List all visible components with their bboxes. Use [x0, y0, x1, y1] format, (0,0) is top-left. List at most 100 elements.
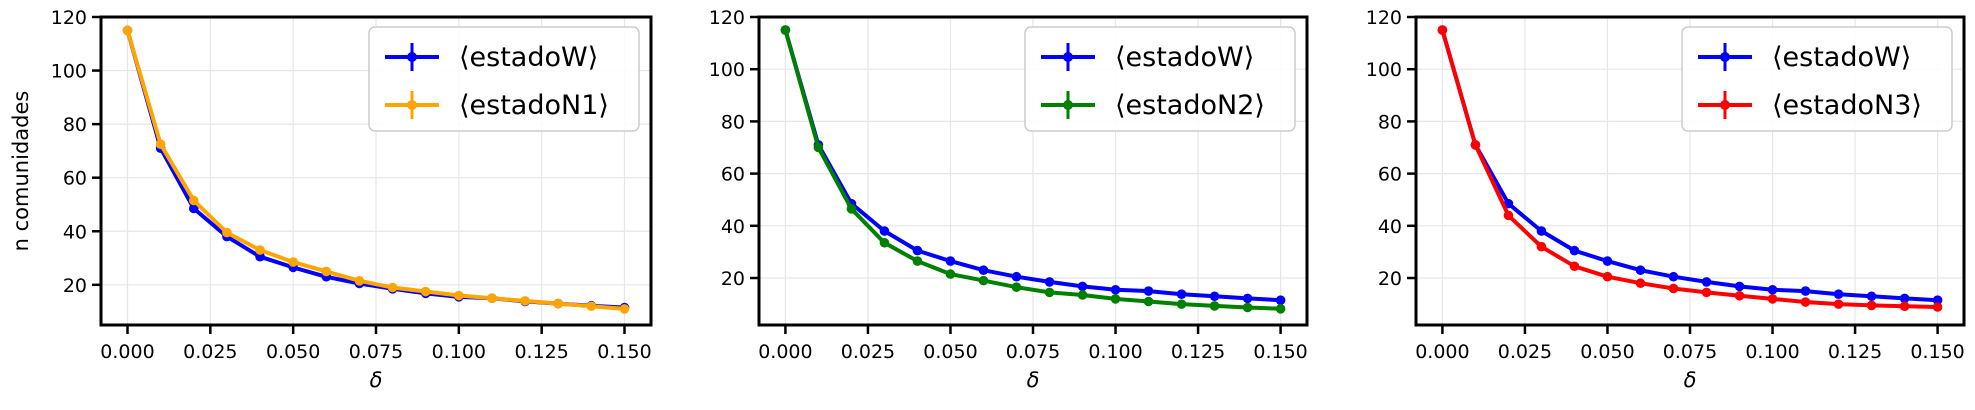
x-tick-label: 0.075 — [1006, 341, 1060, 363]
data-point — [1569, 245, 1580, 256]
data-point — [1275, 304, 1286, 314]
data-point — [321, 266, 332, 277]
chart-panel-3: 0.000 0.025 0.050 0.075 0.100 0.125 0.150 20 40 6… — [1366, 7, 1966, 392]
data-point — [1734, 290, 1745, 301]
x-tick-label: 0.125 — [1828, 341, 1882, 363]
series-line — [783, 29, 1281, 303]
x-tick-label: 0.100 — [1745, 341, 1799, 363]
data-point — [155, 139, 166, 150]
data-point — [1011, 282, 1022, 292]
data-point — [420, 286, 431, 297]
legend-marker — [1063, 52, 1073, 62]
y-tick-label: 60 — [721, 164, 745, 186]
chart-panel-1: 0.000 0.025 0.050 0.075 0.100 0.125 0.150 20 40 6… — [9, 7, 653, 392]
data-point — [1668, 271, 1679, 282]
data-point — [1077, 281, 1088, 292]
data-point — [846, 204, 857, 214]
y-tick-label: 100 — [1366, 59, 1402, 81]
data-point — [1800, 286, 1811, 296]
y-tick-label: 40 — [63, 221, 87, 243]
axes: 0.000 0.025 0.050 0.075 0.100 0.125 0.150 20 40 6… — [1366, 7, 1965, 363]
series-line — [783, 29, 1281, 311]
y-tick-label: 120 — [1366, 7, 1402, 29]
data-point — [1437, 25, 1448, 35]
data-point — [520, 296, 530, 306]
data-point — [1767, 284, 1778, 295]
data-point — [586, 301, 597, 312]
data-point — [1701, 287, 1712, 298]
data-point — [1767, 294, 1778, 304]
data-point — [1044, 277, 1055, 287]
x-tick-label: 0.075 — [1663, 341, 1717, 363]
data-point — [619, 304, 630, 314]
data-point — [1899, 301, 1910, 312]
y-tick-label: 60 — [63, 168, 87, 190]
x-tick-label: 0.125 — [1171, 341, 1225, 363]
legend: ⟨estadoW⟩ ⟨estadoN1⟩ — [368, 26, 640, 132]
data-point — [188, 203, 199, 214]
data-point — [354, 276, 365, 286]
series-line — [125, 29, 625, 311]
data-point — [1734, 281, 1745, 292]
y-tick-label: 120 — [51, 7, 87, 29]
x-tick-label: 0.000 — [1415, 341, 1469, 363]
data-point — [1044, 287, 1055, 298]
x-tick-label: 0.050 — [923, 341, 977, 363]
x-axis-label: δ — [370, 368, 383, 392]
data-point — [1602, 271, 1613, 282]
data-point — [1701, 277, 1712, 287]
data-point — [780, 25, 791, 35]
data-point — [912, 256, 923, 266]
x-axis-label: δ — [1027, 368, 1040, 392]
data-point — [1635, 265, 1646, 275]
data-point — [255, 251, 265, 262]
axes-frame — [99, 15, 653, 327]
y-tick-label: 20 — [1378, 268, 1402, 290]
x-tick-label: 0.150 — [1910, 341, 1964, 363]
y-tick-label: 80 — [721, 111, 745, 133]
data-point — [1932, 295, 1943, 306]
data-point — [912, 245, 923, 256]
data-point — [1899, 293, 1910, 304]
x-tick-label: 0.100 — [1088, 341, 1142, 363]
y-axis-label: n comunidades — [9, 91, 33, 252]
data-point — [387, 282, 398, 293]
series-2 — [1437, 25, 1943, 312]
data-point — [1176, 299, 1187, 309]
data-point — [945, 269, 956, 279]
y-tick-label: 40 — [721, 216, 745, 238]
data-point — [188, 195, 199, 206]
x-tick-label: 0.075 — [349, 341, 403, 363]
series-2 — [122, 25, 630, 314]
data-point — [222, 227, 232, 238]
data-point — [978, 275, 989, 286]
data-point — [1275, 295, 1286, 306]
x-tick-label: 0.100 — [432, 341, 486, 363]
x-tick-label: 0.150 — [597, 341, 651, 363]
data-point — [1800, 297, 1811, 307]
data-point — [1668, 283, 1679, 294]
x-tick-label: 0.000 — [758, 341, 812, 363]
data-point — [1011, 271, 1022, 282]
axes-frame — [1414, 15, 1966, 327]
series-2 — [780, 25, 1286, 314]
data-point — [1209, 291, 1220, 302]
data-point — [1110, 284, 1121, 295]
data-point — [288, 257, 298, 267]
data-point — [1932, 302, 1943, 312]
y-tick-label: 120 — [709, 7, 745, 29]
y-tick-label: 60 — [1378, 164, 1402, 186]
y-tick-label: 40 — [1378, 216, 1402, 238]
legend-marker — [1063, 100, 1073, 110]
x-tick-label: 0.025 — [1498, 341, 1552, 363]
data-point — [813, 142, 824, 153]
data-point — [1866, 291, 1877, 302]
legend-marker — [1720, 52, 1730, 62]
data-point — [1536, 241, 1547, 252]
legend-label: ⟨estadoN3⟩ — [1772, 90, 1922, 121]
legend-label: ⟨estadoN1⟩ — [459, 90, 609, 121]
data-point — [1635, 278, 1646, 289]
x-axis-label: δ — [1684, 368, 1697, 392]
legend-marker — [407, 52, 417, 62]
series-1 — [780, 25, 1286, 306]
